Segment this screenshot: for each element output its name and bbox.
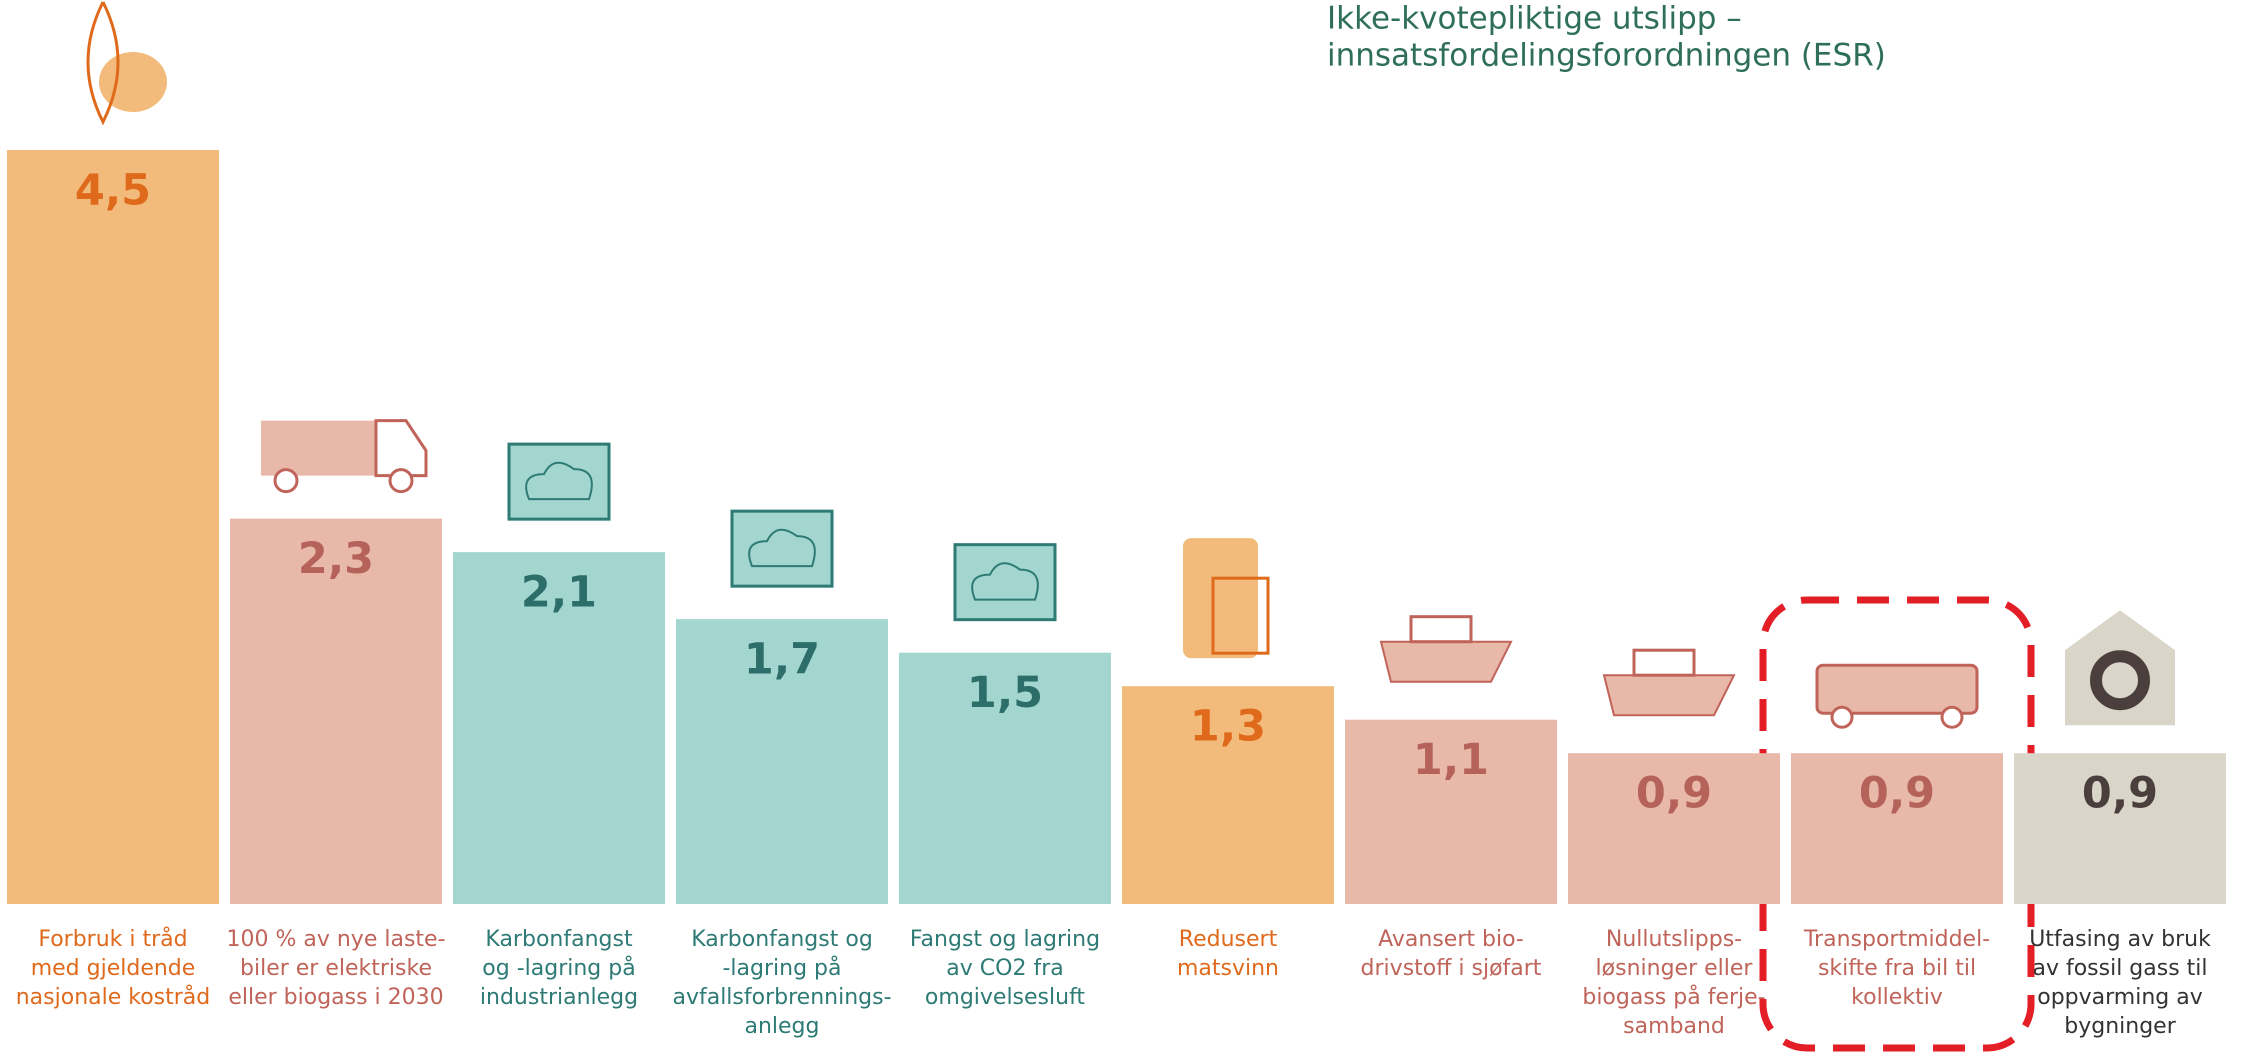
category-label: -lagring på (722, 955, 841, 981)
icon-shape (732, 511, 832, 586)
category-label: oppvarming av (2037, 985, 2203, 1010)
bar (7, 150, 219, 904)
icon (261, 421, 426, 492)
category-label: løsninger eller (1596, 956, 1754, 981)
icon-shape (275, 470, 297, 492)
category-label: 100 % av nye laste- (226, 927, 445, 952)
category-label: med gjeldende (31, 956, 196, 981)
icon (955, 545, 1055, 620)
value-label: 0,9 (2082, 769, 2158, 819)
icon-shape (955, 545, 1055, 620)
category-label: biogass på ferje- (1582, 984, 1765, 1010)
category-label: Transportmiddel- (1803, 927, 1990, 952)
icon-shape (1183, 538, 1258, 658)
value-label: 0,9 (1636, 769, 1712, 819)
category-label: industrianlegg (480, 985, 638, 1010)
chart: Ikke-kvotepliktige utslipp –innsatsforde… (0, 0, 2242, 1052)
category-label: Avansert bio- (1378, 927, 1524, 952)
category-label: av CO2 fra (946, 956, 1063, 981)
category-label: Karbonfangst (485, 927, 633, 952)
icon-shape (99, 52, 167, 112)
value-label: 1,5 (967, 668, 1043, 718)
icon (732, 511, 832, 586)
icon-shape (1942, 707, 1962, 727)
category-label: Redusert (1179, 927, 1278, 952)
chart-title: innsatsfordelingsforordningen (ESR) (1327, 38, 1886, 74)
value-label: 2,1 (521, 568, 597, 618)
category-label: eller biogass i 2030 (228, 985, 443, 1010)
category-label: avfallsforbrennings- (672, 985, 891, 1010)
icon-shape (509, 444, 609, 519)
value-label: 1,3 (1190, 702, 1266, 752)
value-label: 1,1 (1413, 735, 1489, 785)
value-label: 1,7 (744, 635, 820, 685)
category-label: Karbonfangst og (691, 927, 873, 952)
icon-shape (1411, 617, 1471, 642)
value-label: 4,5 (75, 166, 151, 216)
icon (1817, 665, 1977, 727)
category-label: kollektiv (1851, 985, 1943, 1010)
category-label: av fossil gass til (2032, 956, 2207, 981)
category-label: biler er elektriske (240, 956, 432, 981)
category-label: samband (1623, 1014, 1725, 1039)
chart-title: Ikke-kvotepliktige utslipp – (1327, 1, 1742, 37)
category-label: skifte fra bil til (1818, 956, 1976, 981)
category-label: Forbruk i tråd (38, 926, 187, 952)
icon-shape (1604, 675, 1734, 715)
category-label: matsvinn (1177, 956, 1279, 981)
category-label: Nullutslipps- (1606, 927, 1742, 952)
category-label: Fangst og lagring (910, 927, 1100, 952)
icon-shape (376, 421, 426, 476)
icon-shape (390, 470, 412, 492)
icon-shape (1634, 650, 1694, 675)
icon (1183, 538, 1268, 658)
icon (2065, 610, 2175, 725)
icon-shape (1381, 642, 1511, 682)
value-label: 0,9 (1859, 769, 1935, 819)
category-label: Utfasing av bruk (2029, 927, 2211, 952)
category-label: anlegg (744, 1014, 819, 1039)
icon-shape (1832, 707, 1852, 727)
category-label: omgivelsesluft (925, 985, 1086, 1010)
category-label: og -lagring på (482, 955, 635, 981)
category-label: bygninger (2064, 1014, 2176, 1039)
icon (1381, 617, 1511, 682)
category-label: nasjonale kostråd (16, 984, 211, 1010)
category-label: drivstoff i sjøfart (1361, 956, 1542, 981)
value-label: 2,3 (298, 534, 374, 584)
icon (1604, 650, 1734, 715)
icon-shape (261, 421, 376, 476)
icon (509, 444, 609, 519)
icon (88, 2, 167, 122)
